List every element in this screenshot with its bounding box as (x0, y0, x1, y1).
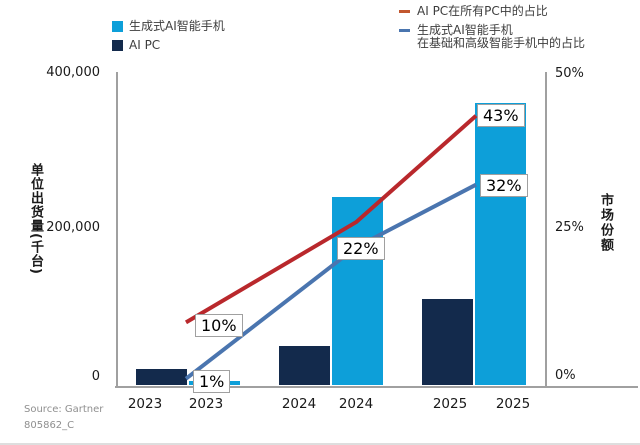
point-label-22pct: 22% (337, 237, 385, 260)
legend-item-ai-pc: AI PC (112, 39, 225, 52)
plot-area (117, 72, 546, 385)
x-tick-3: 2024 (338, 396, 374, 412)
right-tick-0pct: 0% (555, 368, 576, 383)
legend-swatch-ai-pc-icon (112, 40, 123, 51)
left-axis-line (116, 72, 118, 387)
right-axis-title: 市场份额 (598, 193, 613, 253)
x-axis-line (115, 386, 638, 388)
right-tick-25pct: 25% (555, 220, 584, 235)
bar-genai-smartphone-2025 (475, 103, 526, 385)
legend-item-genai-smartphone: 生成式AI智能手机 (112, 20, 225, 33)
legend-lines: AI PC在所有PC中的占比 生成式AI智能手机 在基础和高级智能手机中的占比 (399, 5, 585, 56)
left-axis-title: 单位出货量(千台) (28, 163, 43, 275)
legend-label-line-1: 生成式AI智能手机 (417, 23, 513, 37)
bar-ai-pc-2025 (422, 299, 473, 385)
point-label-43pct: 43% (477, 104, 525, 127)
legend-swatch-genai-smartphone-icon (112, 21, 123, 32)
line-genai-smartphone-share (184, 182, 477, 381)
bar-ai-pc-2024 (279, 346, 330, 385)
source-line: Source: Gartner (24, 404, 104, 415)
legend-label-ai-pc-share: AI PC在所有PC中的占比 (417, 4, 548, 18)
legend-label-line-2: 在基础和高级智能手机中的占比 (417, 36, 586, 50)
point-label-10pct: 10% (195, 314, 243, 337)
source-note: Source: Gartner 805862_C (24, 402, 103, 434)
point-label-32pct: 32% (480, 174, 528, 197)
doc-id: 805862_C (24, 420, 75, 431)
left-tick-200000: 200,000 (46, 220, 100, 235)
image-bottom-border (0, 443, 640, 445)
legend-label-ai-pc: AI PC (129, 38, 161, 52)
x-tick-2: 2024 (281, 396, 317, 412)
bar-ai-pc-2023 (136, 369, 187, 385)
x-tick-4: 2025 (432, 396, 468, 412)
legend-item-genai-smartphone-share: 生成式AI智能手机 在基础和高级智能手机中的占比 (399, 24, 585, 50)
x-tick-5: 2025 (495, 396, 531, 412)
legend-label-genai-smartphone-share: 生成式AI智能手机 在基础和高级智能手机中的占比 (417, 24, 585, 50)
legend-dash-genai-smartphone-share-icon (399, 29, 410, 32)
legend-label-genai-smartphone: 生成式AI智能手机 (129, 19, 225, 33)
legend-dash-ai-pc-share-icon (399, 10, 410, 13)
left-tick-400000: 400,000 (46, 65, 100, 80)
right-tick-50pct: 50% (555, 66, 584, 81)
x-tick-0: 2023 (127, 396, 163, 412)
x-tick-1: 2023 (188, 396, 224, 412)
legend-bars: 生成式AI智能手机 AI PC (112, 20, 225, 58)
line-ai-pc-share (184, 114, 478, 325)
right-axis-line (545, 72, 547, 387)
bar-genai-smartphone-2024 (332, 197, 383, 385)
legend-item-ai-pc-share: AI PC在所有PC中的占比 (399, 5, 585, 18)
point-label-1pct: 1% (193, 370, 231, 393)
left-tick-0: 0 (91, 369, 100, 384)
